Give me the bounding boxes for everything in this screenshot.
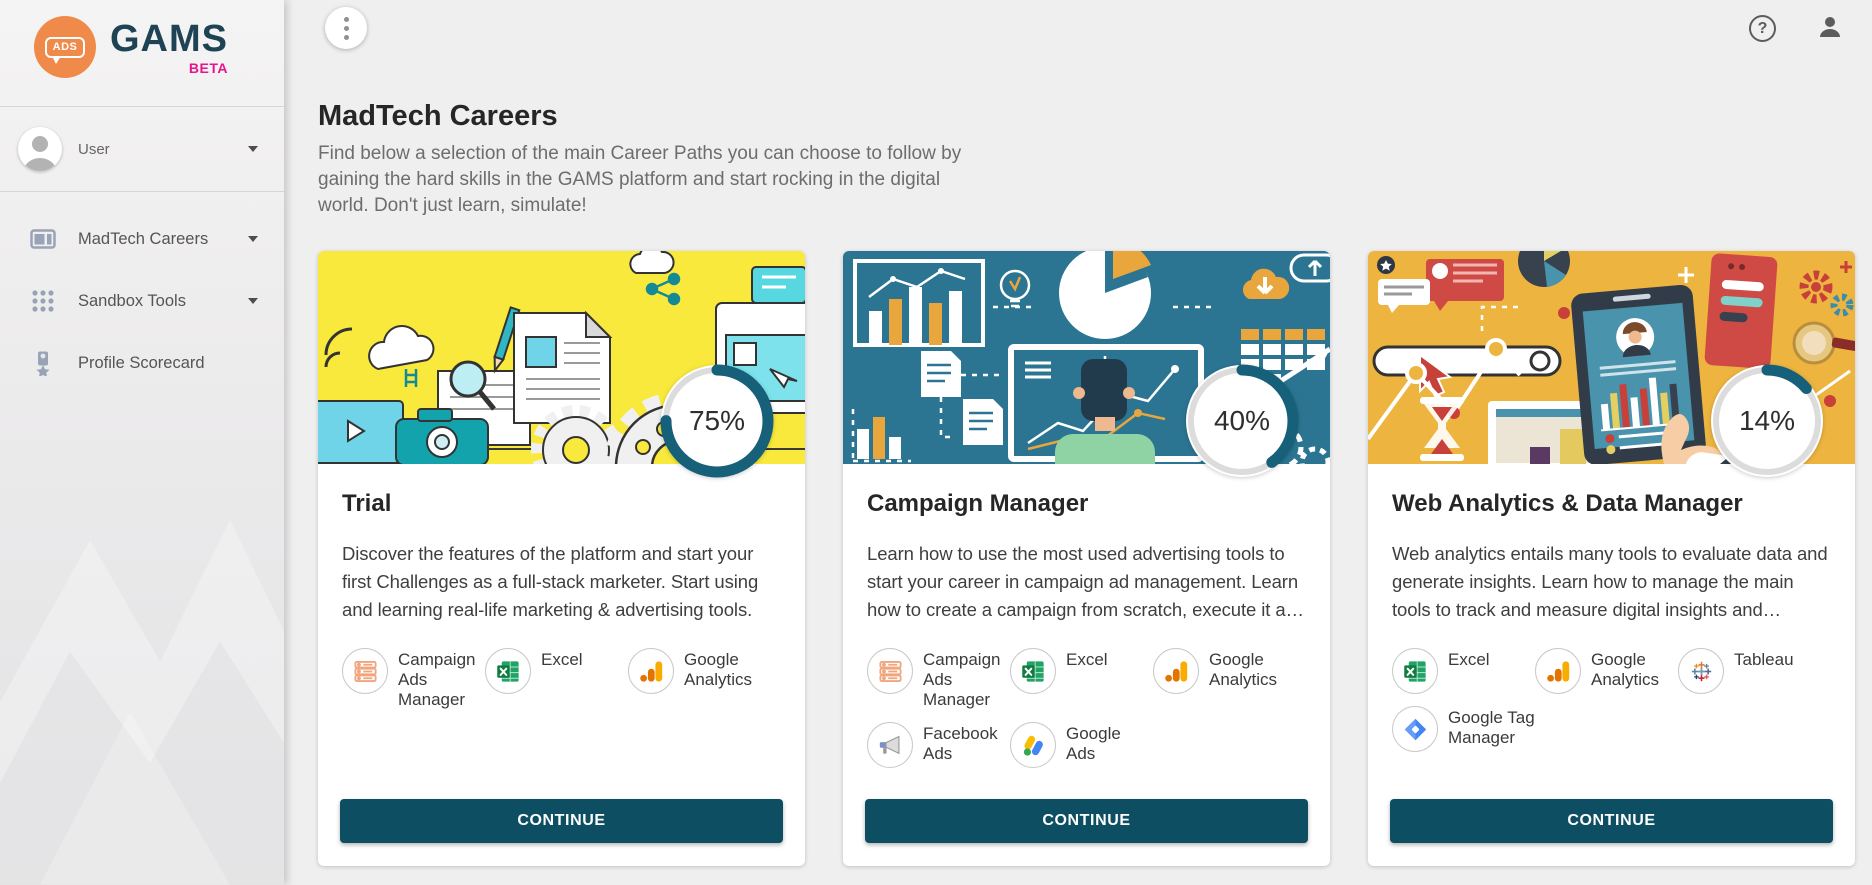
ads-bubble-icon: ADS [34,16,96,78]
continue-button[interactable]: CONTINUE [340,799,783,843]
google-analytics-icon [1153,648,1199,694]
sidebar-item-label: Profile Scorecard [78,353,205,372]
sidebar-item-madtech-careers[interactable]: MadTech Careers [0,208,284,270]
card-description: Discover the features of the platform an… [342,543,759,620]
tool-google-analytics: Google Analytics [1153,648,1306,710]
user-menu[interactable]: User [0,107,284,191]
sidebar-item-sandbox-tools[interactable]: Sandbox Tools [0,270,284,332]
progress-ring: 75% [655,359,779,483]
card-title: Campaign Manager [867,490,1089,517]
user-label: User [78,140,110,158]
continue-button[interactable]: CONTINUE [1390,799,1833,843]
facebook-ads-icon [867,722,913,768]
campaign-ads-manager-icon [867,648,913,694]
topbar: ? [318,0,1872,56]
tool-excel: Excel [1392,648,1535,694]
google-analytics-icon [1535,648,1581,694]
sidebar-item-label: MadTech Careers [78,229,209,248]
progress-value: 14% [1738,405,1796,436]
tool-facebook-ads: Facebook Ads [867,722,1010,768]
careers-icon [30,226,56,252]
google-tag-manager-icon [1392,706,1438,752]
career-card-campaign-manager: 40% Campaign Manager Learn how to use th… [843,251,1330,866]
page-intro: MadTech Careers Find below a selection o… [318,100,1872,219]
more-options-button[interactable] [325,7,367,49]
tableau-icon [1678,648,1724,694]
main-content: ? MadTech Careers Find below a selection… [284,0,1872,885]
google-ads-icon [1010,722,1056,768]
help-icon[interactable]: ? [1749,15,1776,42]
tool-excel: Excel [485,648,628,710]
tool-google-tag-manager: Google Tag Manager [1392,706,1535,752]
sidebar-nav: MadTech Careers Sandbox Tools [0,192,284,394]
progress-ring: 40% [1180,359,1304,483]
tool-list: Excel Google Analytics [1392,648,1831,752]
card-description: Learn how to use the most used advertisi… [867,543,1304,620]
tool-label: Google Ads [1066,724,1121,763]
tool-label: Tableau [1734,650,1794,669]
tool-label: Google Analytics [684,650,753,689]
campaign-ads-manager-icon [342,648,388,694]
sandbox-tools-icon [30,288,56,314]
career-card-web-analytics: 14% Web Analytics & Data Manager Web ana… [1368,251,1855,866]
tool-label: Google Analytics [1591,650,1660,689]
sidebar-item-profile-scorecard[interactable]: Profile Scorecard [0,332,284,394]
excel-icon [1392,648,1438,694]
tool-list: Campaign Ads Manager [867,648,1306,768]
career-cards: 75% Trial Discover the features of the p… [318,251,1872,866]
tool-label: Facebook Ads [923,724,998,763]
brand-logo[interactable]: ADS GAMS BETA [0,0,284,78]
sidebar-divider [0,106,284,107]
continue-button[interactable]: CONTINUE [865,799,1308,843]
scorecard-icon [30,350,56,378]
chevron-down-icon [248,236,258,242]
card-description: Web analytics entails many tools to eval… [1392,543,1828,620]
ads-badge-text: ADS [52,40,78,53]
google-analytics-icon [628,648,674,694]
tool-label: Google Tag Manager [1448,708,1535,747]
chevron-down-icon [248,298,258,304]
tool-google-analytics: Google Analytics [1535,648,1678,694]
tool-campaign-ads-manager: Campaign Ads Manager [867,648,1010,710]
tool-label: Excel [541,650,583,669]
tool-label: Campaign Ads Manager [398,650,476,709]
progress-ring: 14% [1705,359,1829,483]
tool-label: Excel [1066,650,1108,669]
user-avatar-icon [18,127,62,171]
tool-tableau: Tableau [1678,648,1831,694]
mountain-backdrop [0,519,284,885]
sidebar-item-label: Sandbox Tools [78,291,186,310]
sidebar: ADS GAMS BETA User [0,0,284,885]
page-subtitle: Find below a selection of the main Caree… [318,143,962,216]
beta-badge: BETA [188,60,228,76]
progress-value: 75% [688,405,746,436]
brand-name: GAMS [110,18,228,60]
account-icon[interactable] [1816,13,1844,44]
sidebar-divider [0,191,284,192]
more-options-icon [343,16,349,22]
tool-google-analytics: Google Analytics [628,648,781,710]
page-title: MadTech Careers [318,100,558,132]
tool-excel: Excel [1010,648,1153,710]
chevron-down-icon [248,146,258,152]
tool-list: Campaign Ads Manager [342,648,781,710]
tool-label: Excel [1448,650,1490,669]
tool-label: Google Analytics [1209,650,1278,689]
tool-campaign-ads-manager: Campaign Ads Manager [342,648,485,710]
card-title: Trial [342,490,392,517]
tool-label: Campaign Ads Manager [923,650,1001,709]
card-title: Web Analytics & Data Manager [1392,490,1743,517]
tool-google-ads: Google Ads [1010,722,1153,768]
excel-icon [1010,648,1056,694]
progress-value: 40% [1213,405,1271,436]
excel-icon [485,648,531,694]
career-card-trial: 75% Trial Discover the features of the p… [318,251,805,866]
